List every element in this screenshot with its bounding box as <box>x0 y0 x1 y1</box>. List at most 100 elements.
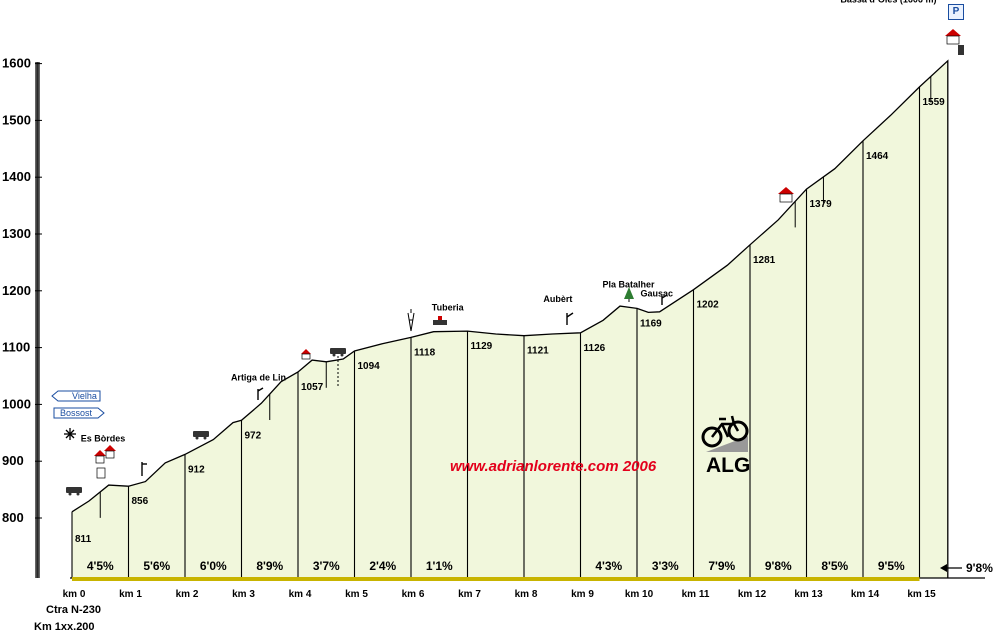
km-label: km 1 <box>119 589 142 600</box>
gradient-label: 8'9% <box>256 559 283 573</box>
place-label: Tuberia <box>432 303 465 313</box>
detail-lines <box>99 76 932 518</box>
y-tick-label: 1000 <box>2 396 31 411</box>
y-tick-label: 1400 <box>2 169 31 184</box>
altitude-label: 1202 <box>697 300 720 311</box>
sun-icon <box>64 428 76 440</box>
place-label: Bassa d´Oles (1606 m) <box>840 0 936 4</box>
km-label: km 10 <box>625 589 654 600</box>
gradient-bar <box>185 577 242 581</box>
gradient-bar <box>806 577 863 581</box>
house-icon <box>301 349 311 360</box>
altitude-label: 1169 <box>640 318 662 329</box>
gradient-label: 5'6% <box>143 559 170 573</box>
gradient-bar <box>72 577 129 581</box>
km-label: km 9 <box>571 589 594 600</box>
y-tick-label: 800 <box>2 510 24 525</box>
place-label: Gausac <box>641 288 674 298</box>
altitude-label: 912 <box>188 464 205 475</box>
y-tick-label: 900 <box>2 453 24 468</box>
km-label: km 7 <box>458 589 481 600</box>
tree-icon <box>624 287 634 302</box>
altitude-label: 1121 <box>527 346 549 357</box>
km-lines <box>71 86 921 578</box>
place-label: Artiga de Lin <box>231 373 286 383</box>
km-label: km 11 <box>682 589 710 600</box>
house-icon <box>94 445 116 479</box>
gradient-bar <box>298 577 355 581</box>
road-km: Km 1xx.200 <box>34 621 95 633</box>
y-tick-label: 1100 <box>2 340 30 355</box>
km-label: km 0 <box>63 589 86 600</box>
altitude-label: 811 <box>75 534 92 545</box>
km-label: km 14 <box>851 589 880 600</box>
altitude-label: 1281 <box>753 255 776 266</box>
gradient-label: 1'1% <box>426 559 453 573</box>
gradient-label: 9'8% <box>765 559 792 573</box>
road-sign-vielha: Vielha <box>51 390 101 402</box>
road-sign-vielha-label: Vielha <box>72 391 97 401</box>
cyclist-icon <box>701 415 749 452</box>
gradient-label: 9'5% <box>878 559 905 573</box>
gradient-labels: 4'5% 5'6% 6'0% 8'9% 3'7% 2'4% 1'1% 4'3% 3'3% 7'9%… <box>87 559 905 573</box>
gradient-bar <box>467 577 524 581</box>
antenna-tower-icon <box>407 309 415 332</box>
y-axis-ticks: 800 900 1000 1100 1200 1300 1400 1500 1600 <box>2 56 42 525</box>
brand-logo-text: ALG <box>706 454 751 477</box>
gradient-bar <box>128 577 185 581</box>
gradient-bar <box>750 577 807 581</box>
km-label: km 5 <box>345 589 368 600</box>
watermark: www.adrianlorente.com 2006 <box>450 458 657 475</box>
km-label: km 15 <box>907 589 936 600</box>
altitude-label: 1129 <box>471 341 493 352</box>
junction-sign-icon <box>141 462 147 476</box>
km-label: km 13 <box>794 589 823 600</box>
profile-outline <box>71 59 949 578</box>
pipeline-icon <box>433 316 447 325</box>
altitude-label: 1464 <box>866 151 889 162</box>
road-sign-bossost: Bossost <box>53 407 105 419</box>
gradient-label: 2'4% <box>369 559 396 573</box>
gradient-label: 4'3% <box>595 559 622 573</box>
gradient-label: 3'7% <box>313 559 340 573</box>
gradient-bar <box>241 577 298 581</box>
road-sign-bossost-label: Bossost <box>60 408 93 418</box>
bus-stop-icon <box>330 348 346 388</box>
gradient-label: 3'3% <box>652 559 679 573</box>
gradient-bar <box>411 577 468 581</box>
parking-icon: P <box>948 4 964 20</box>
gradient-bars <box>72 577 920 581</box>
gradient-label: 6'0% <box>200 559 227 573</box>
gradient-label: 7'9% <box>708 559 735 573</box>
altitude-label: 856 <box>132 496 149 507</box>
bus-stop-icon <box>66 487 82 496</box>
profile-area <box>72 60 948 579</box>
place-labels: Es Bòrdes Artiga de Lin Tuberia Aubèrt Pla B… <box>81 0 937 443</box>
km-label: km 12 <box>738 589 767 600</box>
y-tick-label: 1500 <box>2 112 31 127</box>
altitude-label: 1094 <box>358 361 381 372</box>
y-tick-label: 1600 <box>2 56 31 71</box>
gradient-label: 4'5% <box>87 559 114 573</box>
km-label: km 6 <box>402 589 425 600</box>
gradient-bar <box>354 577 411 581</box>
junction-sign-icon <box>661 294 668 305</box>
final-gradient: 9'8% <box>966 561 993 575</box>
altitude-label: 1126 <box>584 343 606 354</box>
place-label: Aubèrt <box>543 294 572 304</box>
place-label: Pla Batalher <box>603 279 656 289</box>
place-label: Es Bòrdes <box>81 433 126 443</box>
altitude-axis-bar <box>35 62 40 578</box>
bus-stop-icon <box>193 431 209 440</box>
gradient-label: 8'5% <box>821 559 848 573</box>
house-icon <box>945 29 964 55</box>
junction-sign-icon <box>257 387 264 400</box>
altitude-label: 1118 <box>414 347 436 358</box>
gradient-bar <box>580 577 637 581</box>
km-label: km 8 <box>515 589 538 600</box>
km-label: km 4 <box>289 589 312 600</box>
altitude-label: 1057 <box>301 382 324 393</box>
y-tick-label: 1200 <box>2 283 31 298</box>
gradient-bar <box>637 577 694 581</box>
